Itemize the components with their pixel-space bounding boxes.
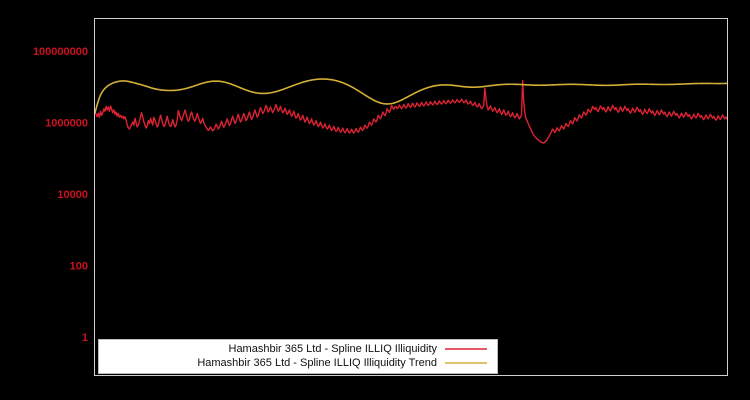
legend-label-0: Hamashbir 365 Ltd - Spline ILLIQ Illiqui… [229,343,438,355]
y-axis-tick-1000000: 1000000 [45,117,88,129]
chart-series-group [95,78,727,144]
y-axis-tick-labels: 100000000 1000000 10000 100 1 [33,46,88,344]
series-line-illiquidity-trend [95,78,727,114]
chart-legend[interactable]: Hamashbir 365 Ltd - Spline ILLIQ Illiqui… [98,339,498,374]
legend-box [98,339,498,374]
y-axis-tick-100: 100 [70,260,88,272]
y-axis-tick-100000000: 100000000 [33,46,88,58]
legend-label-1: Hamashbir 365 Ltd - Spline ILLIQ Illiqui… [197,357,437,369]
series-line-illiquidity [95,79,727,144]
y-axis-tick-10000: 10000 [57,189,88,201]
y-axis-tick-1: 1 [82,332,88,344]
plot-area-frame [94,18,728,376]
